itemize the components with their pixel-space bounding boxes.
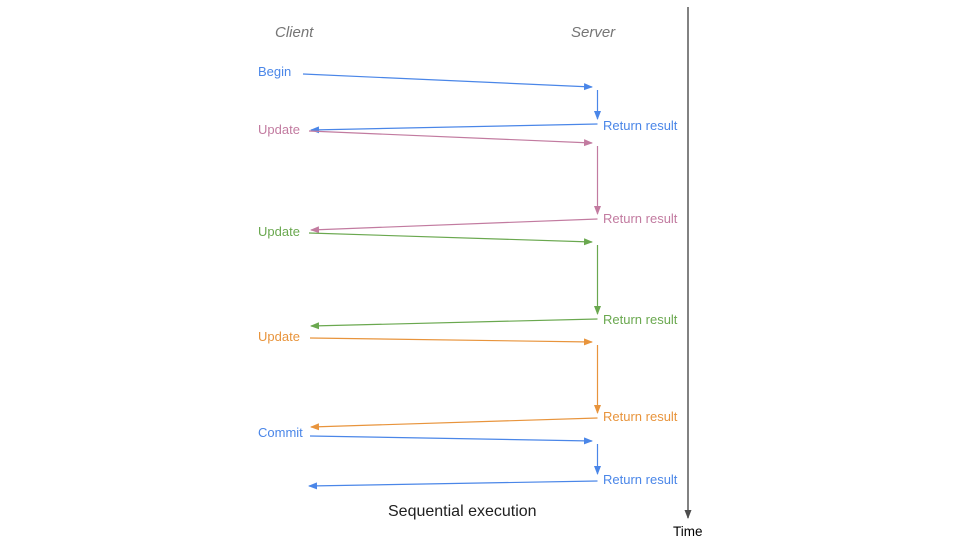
commit-request-arrow bbox=[309, 435, 593, 445]
update3-return-arrow bbox=[310, 417, 598, 431]
update1-return-arrow bbox=[310, 218, 598, 234]
message-label-update-2: Update bbox=[258, 224, 300, 239]
return-result-label-3: Return result bbox=[603, 312, 678, 327]
return-result-label-1: Return result bbox=[603, 118, 678, 133]
diagram-caption: Sequential execution bbox=[388, 503, 537, 520]
update2-request-arrow bbox=[308, 232, 593, 246]
update3-request-arrow bbox=[309, 337, 593, 346]
message-label-commit: Commit bbox=[258, 425, 303, 440]
client-lifeline-label: Client bbox=[275, 24, 314, 41]
time-axis-label: Time bbox=[673, 524, 703, 539]
message-label-begin: Begin bbox=[258, 64, 292, 79]
message-label-update-3: Update bbox=[258, 329, 300, 344]
return-result-label-5: Return result bbox=[603, 472, 678, 487]
update2-return-arrow bbox=[310, 318, 598, 330]
return-result-label-2: Return result bbox=[603, 211, 678, 226]
server-lifeline-label: Server bbox=[571, 24, 616, 41]
begin-return-arrow bbox=[310, 123, 598, 134]
update1-request-arrow bbox=[308, 130, 593, 147]
begin-request-arrow bbox=[302, 73, 593, 91]
message-label-update-1: Update bbox=[258, 122, 300, 137]
return-result-label-4: Return result bbox=[603, 409, 678, 424]
commit-return-arrow bbox=[308, 480, 598, 490]
